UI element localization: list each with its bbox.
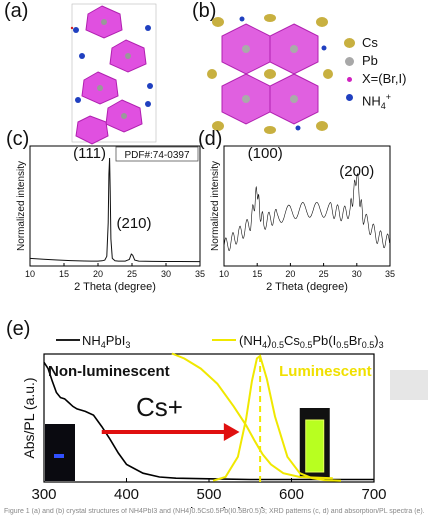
spectrum-line (212, 354, 342, 482)
peak-annotation: (100) (248, 145, 283, 162)
blue-glow (54, 454, 64, 458)
legend-x-label: X=(Br,I) (362, 71, 407, 86)
x-tick-label: 30 (352, 269, 362, 279)
x-tick-label: 600 (279, 486, 304, 503)
xrd-series-line (29, 157, 201, 263)
xrd-chart-d: 10 15 20 25 30 35 2 Theta (degree) Normalized i… (210, 145, 395, 293)
non-luminescent-title: Non-luminescent (48, 363, 170, 380)
ammonium-molecule-icon (346, 94, 353, 101)
x-tick-label: 500 (196, 486, 221, 503)
plot-frame (29, 145, 201, 267)
xrd-chart-c: 10 15 20 25 30 35 2 Theta (degree) Normalized i… (16, 145, 205, 293)
legend-label-nh4pbi3: NH4PbI3 (82, 333, 130, 350)
panel-a-label: (a) (4, 0, 29, 22)
red-arrow-head (223, 423, 240, 441)
legend-cs-label: Cs (362, 35, 378, 50)
x-tick-label: 30 (161, 269, 171, 279)
x-tick-label: 20 (285, 269, 295, 279)
x-axis-label: Wavelength (nm) (152, 505, 266, 508)
octahedron-chain (75, 5, 147, 145)
pdf-card-box (115, 146, 199, 162)
panel-b-label: (b) (192, 0, 217, 22)
y-axis-label: Abs/PL (a.u.) (21, 377, 37, 458)
x-tick-label: 25 (127, 269, 137, 279)
xrd-series-line (223, 173, 390, 252)
x-tick-label: 10 (25, 269, 35, 279)
legend-pb: Pb (344, 52, 428, 70)
legend-label-mixed: (NH4)0.5Cs0.5Pb(I0.5Br0.5)3 (239, 333, 384, 350)
x-tick-label: 10 (219, 269, 229, 279)
pdf-card-label: PDF#:74-0397 (124, 150, 189, 161)
x-tick-label: 20 (93, 269, 103, 279)
x-tick-label: 15 (59, 269, 69, 279)
ammonium-ions (70, 25, 153, 107)
background-shade (390, 370, 428, 400)
x-tick-label: 400 (114, 486, 139, 503)
x-axis-label: 2 Theta (degree) (74, 281, 156, 293)
unit-cell-outline (71, 3, 157, 143)
structure-legend: Cs Pb X=(Br,I) NH4+ (344, 34, 428, 111)
abs-pl-chart-e: 300 400 500 600 700 Wavelength (nm) Abs/PL (a.… (21, 333, 428, 508)
spectrum-line (43, 361, 374, 481)
x-axis-label: 2 Theta (degree) (266, 281, 348, 293)
cuvette-photo-left (45, 424, 75, 481)
panel-d-label: (d) (198, 128, 223, 150)
x-tick-label: 15 (252, 269, 262, 279)
legend-nh4-label: NH4+ (362, 92, 392, 111)
magenta-dot-icon (347, 77, 352, 82)
legend-cs: Cs (344, 34, 428, 52)
panel-e-label: (e) (6, 318, 31, 340)
y-axis-label: Normalized intensity (16, 161, 27, 251)
plot-frame (223, 145, 391, 267)
green-luminescence (305, 419, 325, 473)
x-tick-label: 35 (195, 269, 205, 279)
octahedron-grid (221, 23, 319, 125)
x-tick-label: 35 (385, 269, 395, 279)
grey-sphere-icon (345, 57, 354, 66)
peak-annotation: (111) (73, 145, 106, 162)
crystal-structure-a (70, 3, 157, 145)
luminescent-title: Luminescent (279, 363, 372, 380)
legend-nh4: NH4+ (344, 88, 428, 111)
figure-caption: Figure 1 (a) and (b) crystal structures … (4, 508, 424, 515)
legend-x: X=(Br,I) (344, 70, 428, 88)
crystal-structure-b (207, 14, 333, 134)
peak-annotation: (210) (116, 215, 151, 232)
cesium-spheres (207, 14, 333, 134)
spectrum-line (171, 352, 333, 480)
peak-annotation: (200) (339, 163, 374, 180)
cs-arrow-label: Cs+ (136, 392, 183, 422)
legend-pb-label: Pb (362, 53, 378, 68)
panel-c-label: (c) (6, 128, 30, 150)
gold-sphere-icon (344, 38, 355, 48)
x-tick-label: 300 (31, 486, 56, 503)
ammonium-ions-b (239, 16, 327, 131)
x-tick-label: 25 (319, 269, 329, 279)
y-axis-label: Normalized intensity (210, 161, 221, 251)
x-tick-label: 700 (361, 486, 386, 503)
